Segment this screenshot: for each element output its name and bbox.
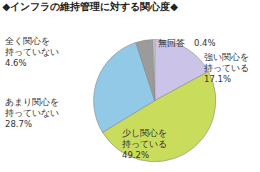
svg-text:◆インフラの維持管理に対する関心度◆: ◆インフラの維持管理に対する関心度◆	[3, 1, 179, 13]
svg-text:強い関心を持っている17.1%: 強い関心を持っている17.1%	[204, 52, 249, 84]
svg-text:あまり関心を持っていない28.7%: あまり関心を持っていない28.7%	[5, 97, 59, 129]
svg-text:少し関心を持っている49.2%: 少し関心を持っている49.2%	[122, 128, 167, 160]
svg-text:全く関心を持っていない4.6%: 全く関心を持っていない4.6%	[5, 36, 59, 68]
svg-text:無回答 0.4%: 無回答 0.4%	[158, 38, 216, 48]
